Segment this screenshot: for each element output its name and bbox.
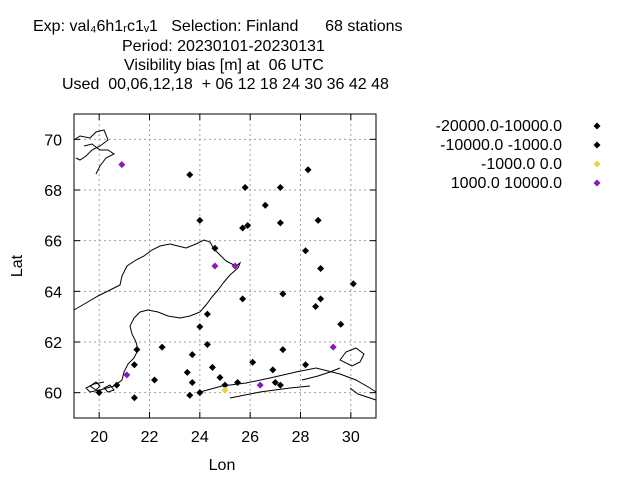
data-point xyxy=(256,381,264,389)
legend-marker xyxy=(593,179,601,187)
data-point xyxy=(234,379,242,387)
data-point xyxy=(186,171,194,179)
data-point xyxy=(276,381,284,389)
chart-title-line-2: Period: 20230101-20230131 xyxy=(122,38,325,55)
data-point xyxy=(329,343,337,351)
data-points xyxy=(95,161,357,402)
data-point xyxy=(314,216,322,224)
data-point xyxy=(231,262,239,270)
legend-marker xyxy=(593,141,601,149)
data-point xyxy=(349,280,357,288)
data-point xyxy=(186,391,194,399)
data-point xyxy=(118,161,126,169)
data-point xyxy=(208,363,216,371)
data-point xyxy=(304,166,312,174)
data-point xyxy=(261,201,269,209)
y-axis-label: Lat xyxy=(9,254,26,277)
data-point xyxy=(241,183,249,191)
data-point xyxy=(276,183,284,191)
data-point xyxy=(302,247,310,255)
data-point xyxy=(337,320,345,328)
x-axis-label: Lon xyxy=(209,457,236,474)
plot-border xyxy=(73,113,377,419)
data-point xyxy=(130,394,138,402)
data-point xyxy=(239,224,247,232)
x-tick-label: 24 xyxy=(191,429,209,446)
data-point xyxy=(216,373,224,381)
legend-label: -10000.0 -1000.0 xyxy=(440,137,562,154)
data-point xyxy=(279,346,287,354)
data-point xyxy=(271,379,279,387)
data-point xyxy=(158,343,166,351)
legend-label: 1000.0 10000.0 xyxy=(451,175,562,192)
data-point xyxy=(211,262,219,270)
legend-marker xyxy=(593,160,601,168)
data-point xyxy=(279,290,287,298)
data-point xyxy=(312,303,320,311)
data-point xyxy=(211,244,219,252)
data-point xyxy=(95,389,103,397)
x-tick-label: 22 xyxy=(141,429,159,446)
grid-lines xyxy=(74,114,376,418)
chart-title-line-4: Used 00,06,12,18 + 06 12 18 24 30 36 42 … xyxy=(62,76,389,93)
x-tick-label: 28 xyxy=(292,429,310,446)
data-point xyxy=(249,358,257,366)
data-point xyxy=(196,216,204,224)
data-point xyxy=(203,341,211,349)
data-point xyxy=(239,295,247,303)
data-point xyxy=(269,366,277,374)
data-point xyxy=(203,310,211,318)
plot-frame xyxy=(73,113,377,419)
data-point xyxy=(221,381,229,389)
y-tick-label: 68 xyxy=(44,183,62,200)
data-point xyxy=(130,361,138,369)
y-tick-label: 66 xyxy=(44,234,62,251)
x-tick-label: 26 xyxy=(241,429,259,446)
data-point xyxy=(302,361,310,369)
chart-title-line-3: Visibility bias [m] at 06 UTC xyxy=(124,57,324,74)
data-point xyxy=(221,386,229,394)
x-tick-label: 30 xyxy=(342,429,360,446)
data-point xyxy=(196,389,204,397)
chart-title-line-1: Exp: val₄6h1ᵣc1ᵥ1 Selection: Finland 68 … xyxy=(33,18,403,35)
data-point xyxy=(244,221,252,229)
data-point xyxy=(133,346,141,354)
y-tick-label: 70 xyxy=(44,132,62,149)
data-point xyxy=(317,265,325,273)
data-point xyxy=(196,323,204,331)
coastline-map xyxy=(73,129,377,401)
y-tick-label: 60 xyxy=(44,386,62,403)
data-point xyxy=(276,219,284,227)
legend-label: -20000.0-10000.0 xyxy=(436,118,562,135)
data-point xyxy=(188,379,196,387)
legend: -20000.0-10000.0 -10000.0 -1000.0 -1000.0 … xyxy=(436,118,601,192)
data-point xyxy=(151,376,159,384)
y-tick-label: 62 xyxy=(44,335,62,352)
x-tick-label: 20 xyxy=(90,429,108,446)
legend-label: -1000.0 0.0 xyxy=(481,156,562,173)
data-point xyxy=(123,371,131,379)
data-point xyxy=(188,351,196,359)
data-point xyxy=(183,368,191,376)
data-point xyxy=(113,381,121,389)
legend-marker xyxy=(593,122,601,130)
data-point xyxy=(317,295,325,303)
axis-ticks: 20 22 24 26 28 30 60 62 64 66 68 70 xyxy=(44,114,376,446)
y-tick-label: 64 xyxy=(44,284,62,301)
